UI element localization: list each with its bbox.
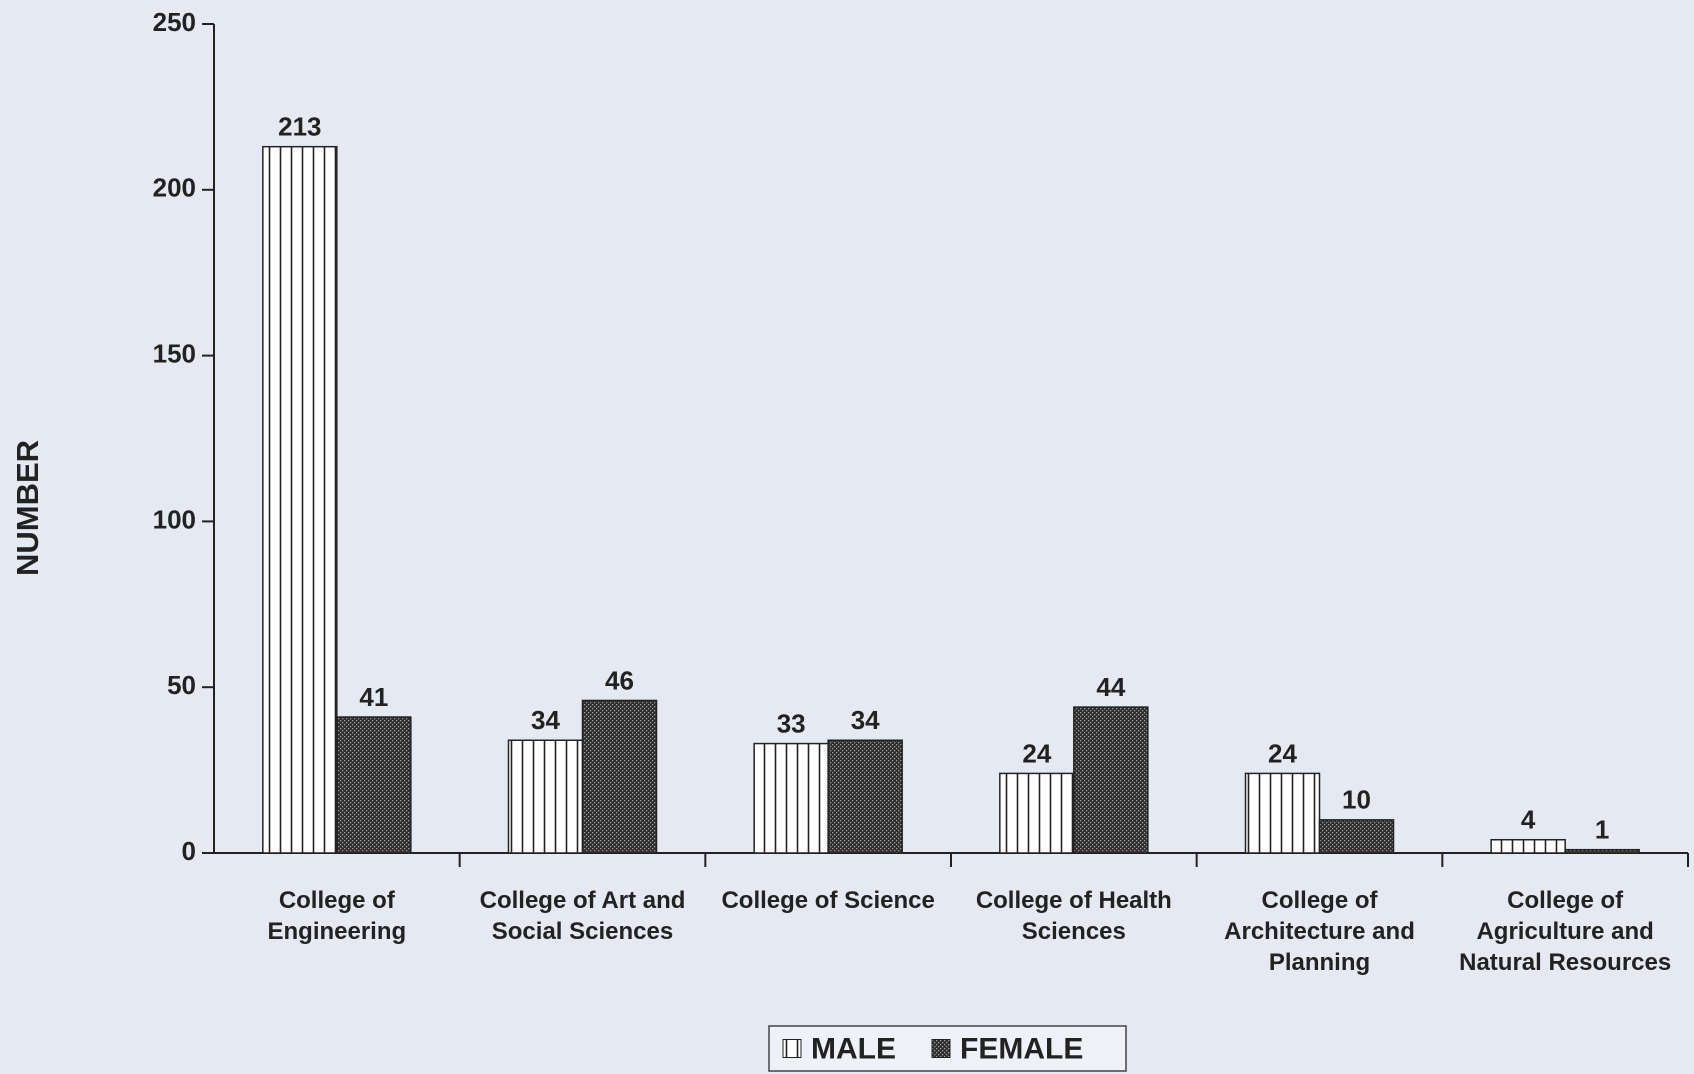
x-tick-label: College of Science <box>721 887 935 914</box>
bar <box>1564 848 1640 854</box>
legend-swatch <box>931 1039 951 1058</box>
bar <box>336 716 412 854</box>
bar <box>1073 706 1149 854</box>
bar <box>753 742 829 854</box>
bar <box>262 145 338 854</box>
bar <box>999 772 1075 854</box>
value-label: 4 <box>1521 805 1536 835</box>
value-label: 10 <box>1342 785 1371 815</box>
value-label: 24 <box>1022 738 1051 768</box>
value-label: 24 <box>1268 738 1297 768</box>
bar <box>581 699 658 854</box>
bar <box>507 739 584 854</box>
legend-label: MALE <box>811 1032 896 1065</box>
value-label: 46 <box>605 665 634 695</box>
value-label: 33 <box>777 708 806 738</box>
bar <box>1318 819 1395 854</box>
value-label: 41 <box>359 682 388 712</box>
y-tick-label: 150 <box>153 338 196 368</box>
y-tick-label: 100 <box>153 504 196 534</box>
y-tick-label: 250 <box>153 7 196 37</box>
x-tick-label: College of Engineering <box>267 887 407 945</box>
bar <box>1244 772 1321 854</box>
value-label: 1 <box>1595 815 1609 845</box>
legend-label: FEMALE <box>960 1032 1083 1065</box>
legend-swatch <box>782 1039 802 1058</box>
value-label: 44 <box>1096 672 1125 702</box>
x-tick-label: College of Art and Social Sciences <box>479 887 686 945</box>
bar <box>1490 838 1566 854</box>
y-tick-label: 50 <box>167 670 196 700</box>
value-label: 213 <box>278 112 321 142</box>
x-tick-label: College of Architecture and Planning <box>1224 887 1415 976</box>
x-tick-label: College of Health Sciences <box>975 887 1172 945</box>
value-label: 34 <box>851 705 880 735</box>
y-tick-label: 0 <box>182 836 196 866</box>
x-tick-label: College of Agriculture and Natural Resou… <box>1459 887 1672 976</box>
y-tick-label: 200 <box>153 173 196 203</box>
value-label: 34 <box>531 705 560 735</box>
bar <box>827 739 903 854</box>
y-axis-label: NUMBER <box>10 440 45 576</box>
